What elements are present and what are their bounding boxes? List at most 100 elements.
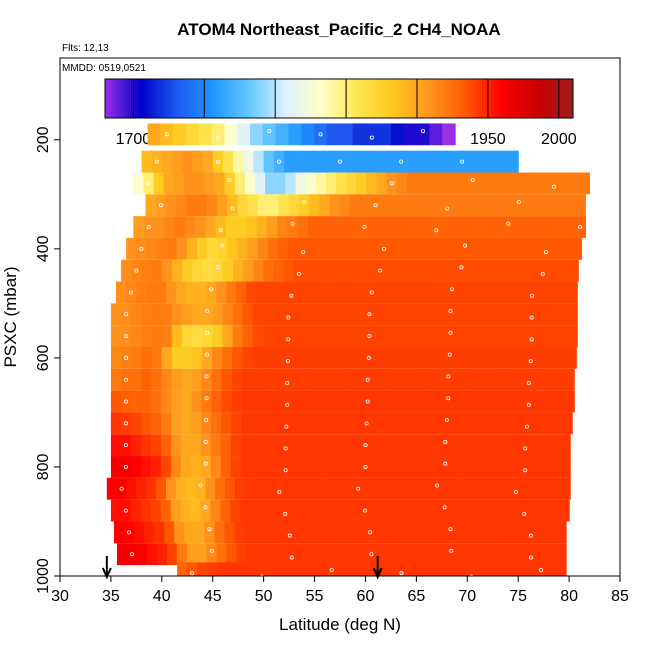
heatmap-cell bbox=[516, 562, 527, 576]
heatmap-cell bbox=[231, 412, 242, 435]
heatmap-cell bbox=[309, 194, 321, 217]
heatmap-cell bbox=[156, 543, 168, 566]
heatmap-cell bbox=[380, 456, 392, 478]
heatmap-cell bbox=[145, 194, 157, 217]
heatmap-cell bbox=[186, 543, 198, 566]
heatmap-cell bbox=[414, 346, 426, 369]
heatmap-cell bbox=[435, 521, 447, 544]
heatmap-cell bbox=[436, 543, 447, 566]
plot-frame bbox=[59, 57, 621, 577]
heatmap-cell bbox=[313, 325, 325, 347]
y-tick-label: 600 bbox=[35, 344, 52, 371]
heatmap-cell bbox=[354, 259, 366, 282]
heatmap-cell bbox=[495, 346, 507, 369]
heatmap-cell bbox=[384, 303, 396, 326]
heatmap-cell bbox=[385, 521, 396, 544]
observation-point bbox=[449, 548, 454, 553]
heatmap-cell bbox=[517, 259, 529, 282]
heatmap-cell bbox=[204, 521, 216, 544]
heatmap-cell bbox=[146, 543, 158, 566]
observation-point bbox=[123, 421, 128, 426]
heatmap-cell bbox=[316, 281, 328, 304]
heatmap-cell bbox=[126, 281, 137, 304]
heatmap-cell bbox=[490, 237, 501, 260]
heatmap-cell bbox=[405, 259, 417, 282]
heatmap-cell bbox=[277, 237, 289, 260]
heatmap-cell bbox=[192, 259, 203, 282]
heatmap-cell bbox=[508, 150, 519, 173]
heatmap-cell bbox=[243, 259, 254, 282]
heatmap-cell bbox=[544, 216, 556, 238]
heatmap-cell bbox=[372, 368, 384, 391]
heatmap-cell bbox=[166, 281, 177, 304]
heatmap-cell bbox=[415, 259, 427, 282]
heatmap-cell bbox=[404, 325, 416, 347]
heatmap-cell bbox=[143, 172, 155, 195]
heatmap-cell bbox=[266, 562, 278, 576]
heatmap-cell bbox=[141, 346, 152, 369]
heatmap-cell bbox=[322, 390, 334, 413]
observation-point bbox=[204, 396, 209, 401]
heatmap-cell bbox=[461, 477, 473, 500]
heatmap-cell bbox=[416, 150, 428, 173]
heatmap-cell bbox=[180, 434, 192, 457]
heatmap-cell bbox=[439, 499, 451, 522]
heatmap-cell bbox=[520, 477, 532, 500]
heatmap-cell bbox=[380, 194, 392, 217]
heatmap-cell bbox=[306, 281, 318, 304]
heatmap-cell bbox=[489, 499, 500, 522]
heatmap-cell bbox=[241, 368, 253, 391]
heatmap-cell bbox=[222, 150, 234, 173]
heatmap-cell bbox=[536, 325, 548, 347]
heatmap-cell bbox=[110, 434, 122, 457]
heatmap-cell bbox=[165, 477, 177, 500]
x-tick-label: 80 bbox=[560, 588, 578, 605]
heatmap-cell bbox=[488, 172, 499, 195]
heatmap-cell bbox=[314, 259, 325, 282]
heatmap-cell bbox=[405, 521, 416, 544]
heatmap-cell bbox=[281, 412, 292, 435]
heatmap-cell bbox=[400, 434, 411, 457]
marker-arrow-start bbox=[101, 556, 112, 580]
heatmap-cell bbox=[399, 499, 411, 522]
heatmap-cell bbox=[212, 150, 224, 173]
heatmap-cell bbox=[172, 150, 183, 173]
heatmap-cell bbox=[382, 368, 394, 391]
heatmap-cell bbox=[130, 456, 142, 478]
x-tick-label: 40 bbox=[153, 588, 171, 605]
heatmap-cell bbox=[526, 543, 537, 566]
heatmap-cell bbox=[485, 521, 497, 544]
heatmap-cell bbox=[146, 237, 158, 260]
x-tick-label: 70 bbox=[458, 588, 476, 605]
heatmap-cell bbox=[344, 259, 356, 282]
heatmap-cell bbox=[240, 456, 252, 478]
heatmap-cell bbox=[493, 390, 505, 413]
heatmap-cell bbox=[182, 150, 193, 173]
heatmap-cell bbox=[198, 123, 213, 146]
observation-point bbox=[363, 464, 368, 469]
heatmap-cell bbox=[241, 390, 253, 413]
observation-point bbox=[446, 396, 451, 401]
heatmap-cell bbox=[364, 259, 376, 282]
heatmap-cell bbox=[316, 543, 328, 566]
heatmap-cell bbox=[406, 543, 417, 566]
heatmap-cell bbox=[374, 303, 386, 326]
heatmap-cell bbox=[151, 150, 163, 173]
observation-point bbox=[277, 490, 282, 495]
heatmap-cell bbox=[536, 562, 547, 576]
heatmap-cell bbox=[294, 477, 305, 500]
heatmap-cell bbox=[483, 390, 495, 413]
heatmap-cell bbox=[379, 216, 391, 238]
heatmap-cell bbox=[445, 521, 457, 544]
heatmap-cell bbox=[345, 150, 356, 173]
heatmap-cell bbox=[569, 172, 580, 195]
heatmap-cell bbox=[475, 521, 487, 544]
heatmap-cell bbox=[143, 216, 155, 238]
heatmap-cell bbox=[364, 325, 376, 347]
heatmap-cell bbox=[153, 172, 165, 195]
observation-point bbox=[158, 203, 163, 208]
heatmap-cell bbox=[318, 216, 330, 238]
heatmap-cell bbox=[554, 194, 566, 217]
heatmap-cell bbox=[349, 216, 360, 238]
heatmap-cell bbox=[380, 434, 392, 457]
